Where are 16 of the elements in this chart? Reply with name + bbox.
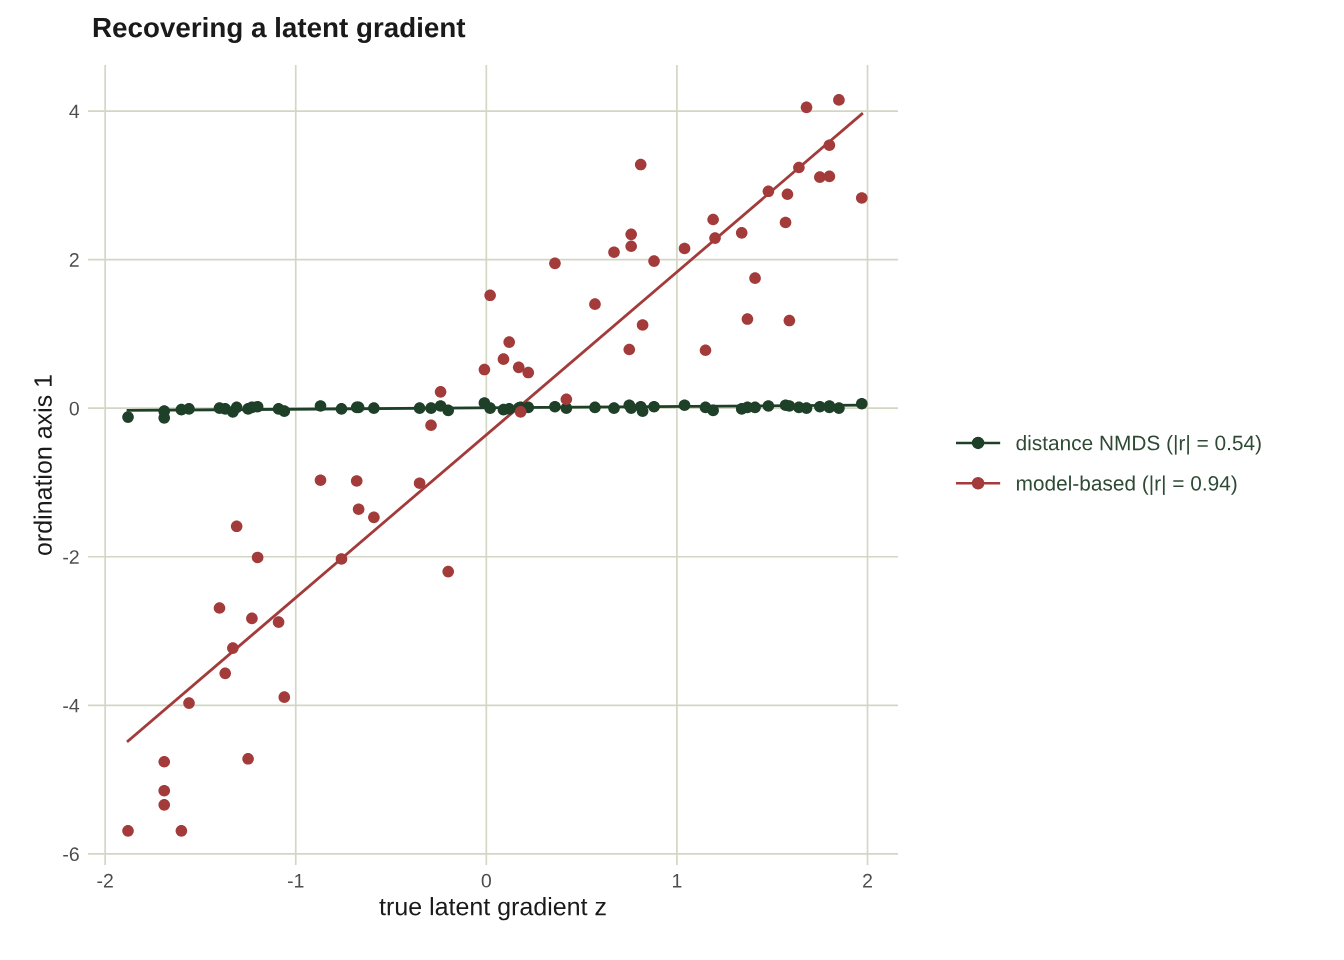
x-tick-label: -1: [287, 874, 304, 888]
chart-title: Recovering a latent gradient: [93, 16, 466, 44]
x-tick-label: 2: [863, 873, 872, 888]
y-tick-label: -6: [63, 847, 79, 862]
y-tick-label: -2: [63, 550, 79, 564]
x-tick-label: 1: [672, 874, 682, 888]
y-tick-label: 0: [69, 401, 79, 416]
x-axis-title: true latent gradient z: [379, 897, 606, 921]
legend-label: distance NMDS (|r| = 0.54): [1016, 435, 1261, 455]
x-tick-label: -2: [97, 873, 113, 888]
x-tick-label: 0: [481, 873, 491, 888]
y-tick-label: 2: [69, 253, 79, 267]
y-axis-title: ordination axis 1: [33, 375, 52, 555]
y-tick-label: -4: [63, 698, 80, 713]
y-tick-label: 4: [69, 104, 80, 119]
legend-label: model-based (|r| = 0.94): [1016, 475, 1237, 495]
